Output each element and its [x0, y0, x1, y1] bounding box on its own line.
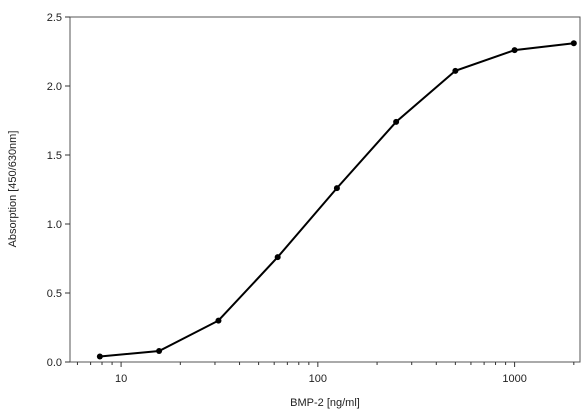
y-tick-label: 2.0: [47, 81, 62, 93]
data-point: [452, 67, 459, 74]
data-point: [96, 353, 103, 360]
y-tick-label: 2.5: [47, 12, 62, 24]
x-axis-label: BMP-2 [ng/ml]: [290, 397, 360, 409]
data-point: [511, 47, 518, 54]
y-tick-label: 0.0: [47, 357, 62, 369]
series-line: [99, 42, 574, 358]
plot-area: [69, 16, 581, 363]
y-tick-label: 1.0: [47, 219, 62, 231]
y-axis: 0.0 0.5 1.0 1.5 2.0 2.5: [47, 12, 70, 369]
data-point: [393, 118, 400, 125]
x-axis: 10 100 1000: [76, 362, 575, 385]
x-tick-label: 10: [115, 373, 127, 385]
data-point: [333, 185, 340, 192]
y-tick-label: 0.5: [47, 288, 62, 300]
data-point: [156, 347, 163, 354]
x-tick-label: 100: [309, 373, 327, 385]
y-tick-label: 1.5: [47, 150, 62, 162]
series-layer: [96, 40, 577, 360]
data-point: [570, 40, 577, 47]
x-tick-label: 1000: [502, 373, 526, 385]
data-point: [274, 254, 281, 261]
y-axis-label: Absorption [450/630nm]: [7, 131, 19, 248]
data-point: [215, 317, 222, 324]
